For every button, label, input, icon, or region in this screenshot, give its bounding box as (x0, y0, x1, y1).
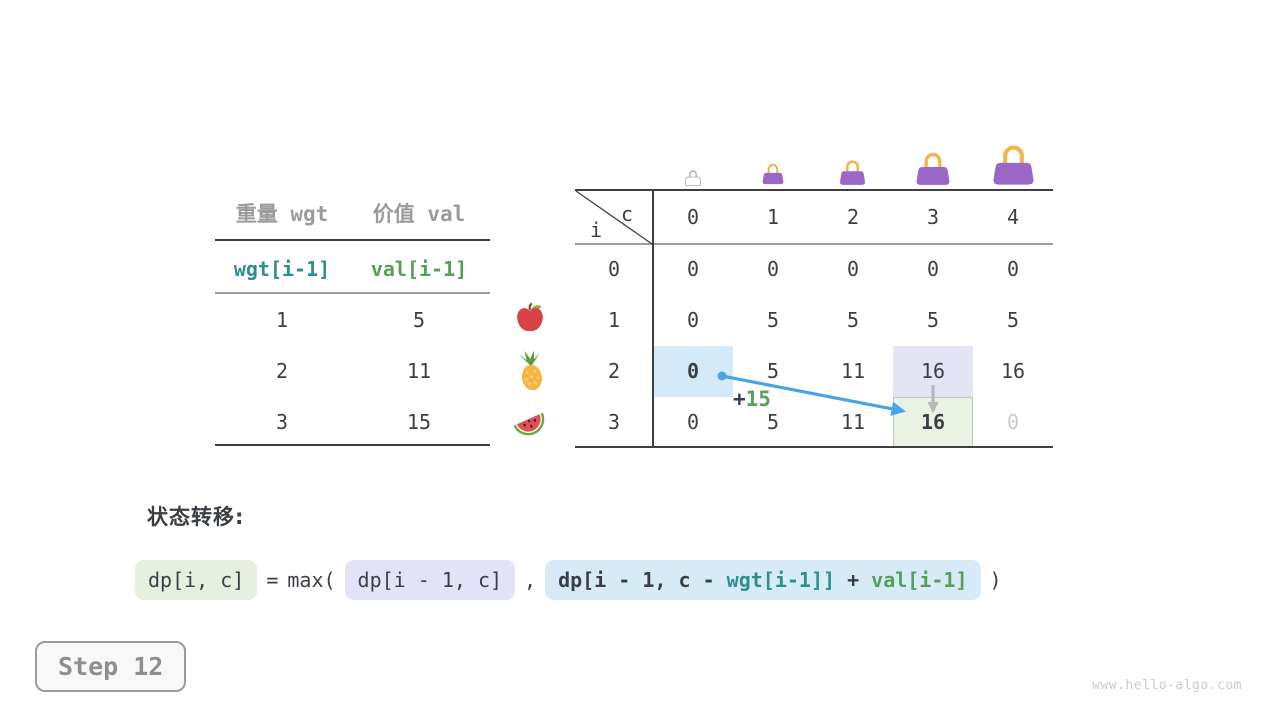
dp-cell-0-1: 0 (766, 257, 780, 281)
bag-size-4-icon (993, 145, 1034, 185)
transition-add-label: +15 (733, 387, 771, 411)
formula-comma: , (524, 568, 537, 592)
dp-cell-0-3: 0 (926, 257, 940, 281)
items-col-header-value: 价值 val (372, 202, 466, 226)
dp-table-bottom-rule (575, 446, 1053, 448)
dp-row-header-3: 3 (607, 410, 621, 434)
dp-cell-3-1: 5 (766, 410, 780, 434)
items-table-bottom-rule (215, 444, 490, 446)
watermelon-icon (513, 412, 545, 436)
item-val-1: 11 (406, 359, 432, 383)
items-sub-header-val: val[i-1] (370, 257, 468, 281)
dp-row-header-0: 0 (607, 257, 621, 281)
dp-cell-3-4: 0 (1006, 410, 1020, 434)
dp-cell-0-2: 0 (846, 257, 860, 281)
step-badge: Step 12 (35, 641, 187, 692)
dp-cell-3-0: 0 (686, 410, 700, 434)
dp-cell-2-0: 0 (686, 359, 700, 383)
formula-result-chip: dp[i, c] (135, 560, 258, 600)
plus-value: 15 (745, 387, 771, 411)
take-chip-val-part: val[i-1] (871, 568, 968, 592)
dp-col-header-3: 3 (926, 205, 940, 229)
item-wgt-1: 2 (275, 359, 289, 383)
dp-corner-row-var: i (590, 218, 603, 242)
pineapple-icon (519, 350, 542, 391)
dp-cell-1-1: 5 (766, 308, 780, 332)
bag-size-1-icon (762, 163, 784, 185)
dp-table-vertical-rule (652, 190, 654, 447)
dp-row-header-2: 2 (607, 359, 621, 383)
item-val-0: 5 (412, 308, 426, 332)
dp-corner-col-var: c (621, 202, 634, 226)
dp-col-header-2: 2 (846, 205, 860, 229)
dp-row-header-1: 1 (607, 308, 621, 332)
items-table-mid-rule (215, 292, 490, 294)
dp-col-header-0: 0 (686, 205, 700, 229)
formula-equals: = (266, 568, 279, 592)
plus-sign: + (733, 387, 746, 411)
item-wgt-0: 1 (275, 308, 289, 332)
dp-table-top-rule (575, 189, 1053, 191)
dp-cell-1-0: 0 (686, 308, 700, 332)
dp-col-header-4: 4 (1006, 205, 1020, 229)
dp-cell-1-3: 5 (926, 308, 940, 332)
dp-col-header-1: 1 (766, 205, 780, 229)
items-sub-header-wgt: wgt[i-1] (233, 257, 331, 281)
dp-cell-0-0: 0 (686, 257, 700, 281)
dp-cell-2-3: 16 (920, 359, 946, 383)
item-wgt-2: 3 (275, 410, 289, 434)
take-chip-dp-part: dp[i - 1, c - (558, 568, 727, 592)
item-val-2: 15 (406, 410, 432, 434)
formula-max-open: max( (287, 568, 336, 592)
bag-empty-icon (684, 170, 702, 186)
dp-cell-2-2: 11 (840, 359, 866, 383)
dp-cell-3-3: 16 (920, 410, 946, 434)
watermark: www.hello-algo.com (1092, 678, 1242, 693)
apple-icon (517, 302, 543, 332)
items-table-top-rule (215, 239, 490, 241)
formula-heading: 状态转移: (147, 505, 245, 529)
items-col-header-weight: 重量 wgt (235, 202, 329, 226)
dp-cell-2-4: 16 (1000, 359, 1026, 383)
dp-corner-diagonal (575, 190, 653, 245)
formula-close-paren: ) (989, 568, 1002, 592)
dp-table-header-rule (575, 243, 1053, 245)
dp-cell-1-4: 5 (1006, 308, 1020, 332)
take-chip-plus: + (835, 568, 872, 592)
dp-cell-3-2: 11 (840, 410, 866, 434)
bag-size-2-icon (839, 160, 866, 185)
dp-cell-1-2: 5 (846, 308, 860, 332)
dp-cell-0-4: 0 (1006, 257, 1020, 281)
bag-size-3-icon (916, 152, 950, 185)
formula-take-chip: dp[i - 1, c - wgt[i-1]] + val[i-1] (545, 560, 981, 600)
formula-skip-chip: dp[i - 1, c] (344, 560, 516, 600)
take-chip-wgt-part: wgt[i-1]] (726, 568, 836, 592)
state-transition-formula: dp[i, c] = max( dp[i - 1, c] , dp[i - 1,… (135, 560, 1002, 600)
